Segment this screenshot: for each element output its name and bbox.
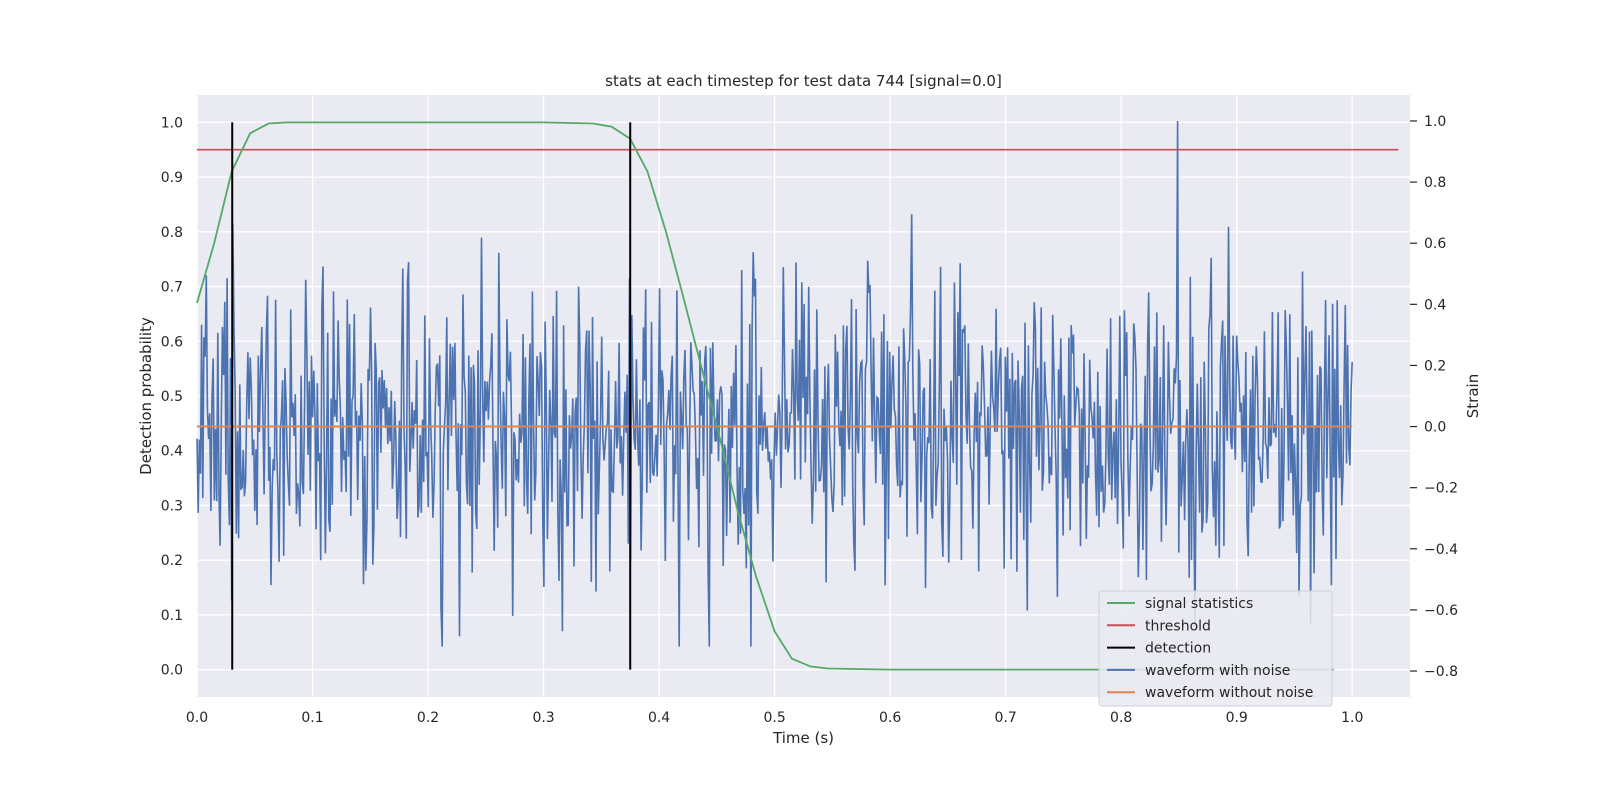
y-tick-label: 0.0 [161, 663, 183, 679]
x-tick-label: 1.0 [1341, 710, 1363, 726]
signal-statistics-line [196, 121, 1334, 671]
y2-tick-label: 0.4 [1424, 297, 1446, 313]
x-tick-label: 0.7 [995, 710, 1017, 726]
y-tick-label: 0.4 [161, 444, 183, 460]
legend-label: detection [1145, 641, 1211, 657]
y2-tick-label: 0.8 [1424, 175, 1446, 191]
waveform-with-noise-line [196, 120, 1353, 647]
y2-tick-label: 0.0 [1424, 420, 1446, 436]
chart-title: stats at each timestep for test data 744… [605, 72, 1002, 90]
y2-tick-label: −0.4 [1424, 542, 1458, 558]
legend-label: signal statistics [1145, 596, 1253, 612]
legend-box [1098, 590, 1333, 707]
x-tick-label: 0.6 [879, 710, 901, 726]
x-axis-label: Time (s) [772, 729, 834, 747]
x-tick-label: 0.3 [532, 710, 554, 726]
y-tick-label: 0.1 [161, 608, 183, 624]
y-tick-label: 0.8 [161, 225, 183, 241]
series-layer [196, 120, 1399, 671]
y-tick-label: 0.3 [161, 498, 183, 514]
y-tick-label: 0.5 [161, 389, 183, 405]
y-tick-label: 0.6 [161, 334, 183, 350]
y2-axis-label: Strain [1464, 374, 1482, 418]
x-tick-label: 0.9 [1226, 710, 1248, 726]
y-tick-label: 1.0 [161, 115, 183, 131]
y2-tick-label: 1.0 [1424, 114, 1446, 130]
x-tick-label: 0.4 [648, 710, 670, 726]
y2-tick-label: −0.6 [1424, 603, 1458, 619]
x-tick-label: 0.8 [1110, 710, 1132, 726]
y2-tick-label: 0.6 [1424, 236, 1446, 252]
legend-label: threshold [1145, 618, 1211, 634]
y-tick-label: 0.7 [161, 280, 183, 296]
y2-tick-label: 0.2 [1424, 358, 1446, 374]
y-tick-label: 0.2 [161, 553, 183, 569]
x-tick-label: 0.1 [301, 710, 323, 726]
x-tick-label: 0.2 [417, 710, 439, 726]
x-tick-label: 0.0 [186, 710, 208, 726]
y2-tick-label: −0.2 [1424, 481, 1458, 497]
y2-tick-label: −0.8 [1424, 664, 1458, 680]
y-axis-label: Detection probability [137, 317, 155, 475]
legend-label: waveform with noise [1145, 663, 1290, 679]
y-tick-label: 0.9 [161, 170, 183, 186]
axes: 0.0 0.1 0.2 0.3 0.4 0.5 0.6 0.7 0.8 0.9 1.0 0.0 0.1 0… [161, 114, 1458, 726]
x-tick-label: 0.5 [763, 710, 785, 726]
legend: signal statistics threshold detection wavef… [1098, 590, 1333, 707]
legend-label: waveform without noise [1145, 685, 1313, 701]
